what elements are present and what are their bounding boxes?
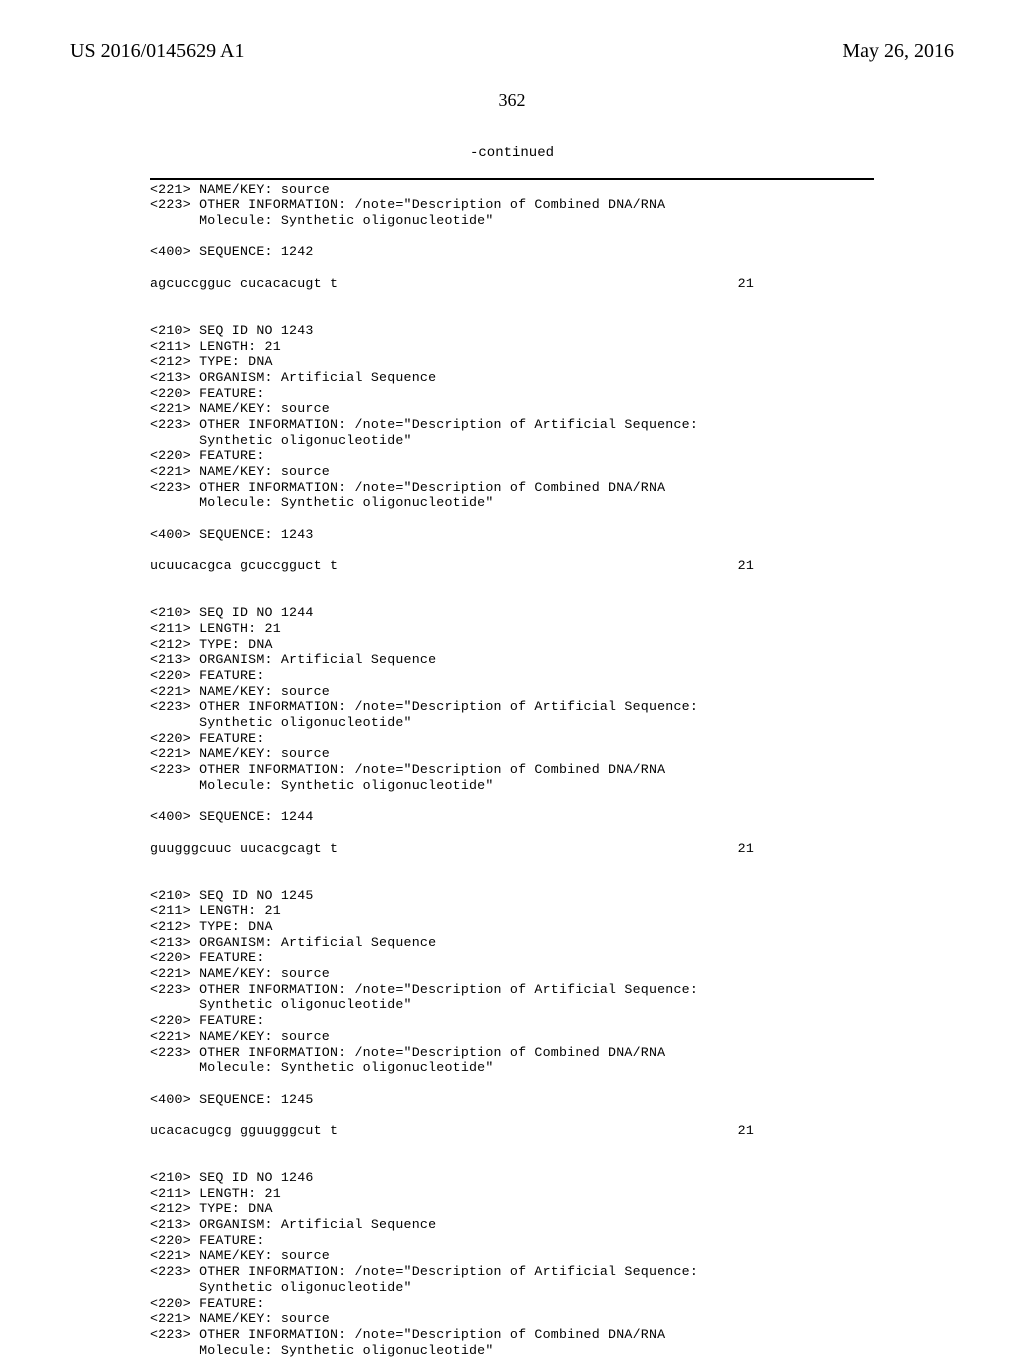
line-name-key: <221> NAME/KEY: source: [150, 1029, 330, 1044]
line-organism: <213> ORGANISM: Artificial Sequence: [150, 935, 436, 950]
line-molecule: Molecule: Synthetic oligonucleotide": [150, 495, 494, 510]
seq-pos: 21: [738, 558, 754, 574]
sequence-listing: <221> NAME/KEY: source <223> OTHER INFOR…: [150, 162, 874, 1358]
line-seq-data-1245: ucacacugcg gguugggcut t: [150, 1123, 338, 1138]
line-feature: <220> FEATURE:: [150, 731, 265, 746]
line-organism: <213> ORGANISM: Artificial Sequence: [150, 1217, 436, 1232]
line-organism: <213> ORGANISM: Artificial Sequence: [150, 370, 436, 385]
line-name-key: <221> NAME/KEY: source: [150, 966, 330, 981]
line-other-info-dna: <223> OTHER INFORMATION: /note="Descript…: [150, 480, 665, 495]
line-name-key: <221> NAME/KEY: source: [150, 1248, 330, 1263]
line-name-key: <221> NAME/KEY: source: [150, 1311, 330, 1326]
seq-pos: 21: [738, 841, 754, 857]
line-type: <212> TYPE: DNA: [150, 1201, 273, 1216]
line-synthetic: Synthetic oligonucleotide": [150, 997, 412, 1012]
line-feature: <220> FEATURE:: [150, 950, 265, 965]
line-synthetic: Synthetic oligonucleotide": [150, 433, 412, 448]
line-other-info-dna: <223> OTHER INFORMATION: /note="Descript…: [150, 197, 665, 212]
top-rule: [150, 178, 874, 180]
line-feature: <220> FEATURE:: [150, 386, 265, 401]
page-number: 362: [0, 90, 1024, 111]
line-feature: <220> FEATURE:: [150, 1233, 265, 1248]
line-seq-data-1242: agcuccgguc cucacacugt t: [150, 276, 338, 291]
line-seqid-1244: <210> SEQ ID NO 1244: [150, 605, 314, 620]
line-other-info-dna: <223> OTHER INFORMATION: /note="Descript…: [150, 762, 665, 777]
line-seq-data-1243: ucuucacgca gcuccgguct t: [150, 558, 338, 573]
line-name-key: <221> NAME/KEY: source: [150, 684, 330, 699]
seq-pos: 21: [738, 1123, 754, 1139]
line-other-info-art: <223> OTHER INFORMATION: /note="Descript…: [150, 417, 698, 432]
line-sequence-1245: <400> SEQUENCE: 1245: [150, 1092, 314, 1107]
line-seq-data-1244: guugggcuuc uucacgcagt t: [150, 841, 338, 856]
line-name-key: <221> NAME/KEY: source: [150, 746, 330, 761]
line-synthetic: Synthetic oligonucleotide": [150, 715, 412, 730]
line-length: <211> LENGTH: 21: [150, 621, 281, 636]
line-feature: <220> FEATURE:: [150, 668, 265, 683]
line-feature: <220> FEATURE:: [150, 448, 265, 463]
line-molecule: Molecule: Synthetic oligonucleotide": [150, 778, 494, 793]
line-sequence-1242: <400> SEQUENCE: 1242: [150, 244, 314, 259]
line-molecule: Molecule: Synthetic oligonucleotide": [150, 1060, 494, 1075]
line-sequence-1243: <400> SEQUENCE: 1243: [150, 527, 314, 542]
header-pub-number: US 2016/0145629 A1: [70, 40, 244, 63]
page-container: US 2016/0145629 A1 May 26, 2016 362 -con…: [0, 0, 1024, 1320]
line-other-info-art: <223> OTHER INFORMATION: /note="Descript…: [150, 699, 698, 714]
page-header: US 2016/0145629 A1 May 26, 2016: [0, 40, 1024, 63]
line-name-key: <221> NAME/KEY: source: [150, 464, 330, 479]
line-other-info-dna: <223> OTHER INFORMATION: /note="Descript…: [150, 1045, 665, 1060]
line-feature: <220> FEATURE:: [150, 1013, 265, 1028]
line-length: <211> LENGTH: 21: [150, 903, 281, 918]
line-seqid-1246: <210> SEQ ID NO 1246: [150, 1170, 314, 1185]
line-other-info-dna: <223> OTHER INFORMATION: /note="Descript…: [150, 1327, 665, 1342]
line-seqid-1245: <210> SEQ ID NO 1245: [150, 888, 314, 903]
line-type: <212> TYPE: DNA: [150, 919, 273, 934]
seq-pos: 21: [738, 276, 754, 292]
line-molecule: Molecule: Synthetic oligonucleotide": [150, 213, 494, 228]
line-name-key: <221> NAME/KEY: source: [150, 401, 330, 416]
line-molecule: Molecule: Synthetic oligonucleotide": [150, 1343, 494, 1358]
line-organism: <213> ORGANISM: Artificial Sequence: [150, 652, 436, 667]
continued-label: -continued: [0, 145, 1024, 161]
line-length: <211> LENGTH: 21: [150, 1186, 281, 1201]
line-feature: <220> FEATURE:: [150, 1296, 265, 1311]
line-length: <211> LENGTH: 21: [150, 339, 281, 354]
line-seqid-1243: <210> SEQ ID NO 1243: [150, 323, 314, 338]
line-other-info-art: <223> OTHER INFORMATION: /note="Descript…: [150, 1264, 698, 1279]
line-name-key: <221> NAME/KEY: source: [150, 182, 330, 197]
line-type: <212> TYPE: DNA: [150, 354, 273, 369]
line-other-info-art: <223> OTHER INFORMATION: /note="Descript…: [150, 982, 698, 997]
line-synthetic: Synthetic oligonucleotide": [150, 1280, 412, 1295]
line-type: <212> TYPE: DNA: [150, 637, 273, 652]
header-date: May 26, 2016: [842, 40, 954, 63]
line-sequence-1244: <400> SEQUENCE: 1244: [150, 809, 314, 824]
